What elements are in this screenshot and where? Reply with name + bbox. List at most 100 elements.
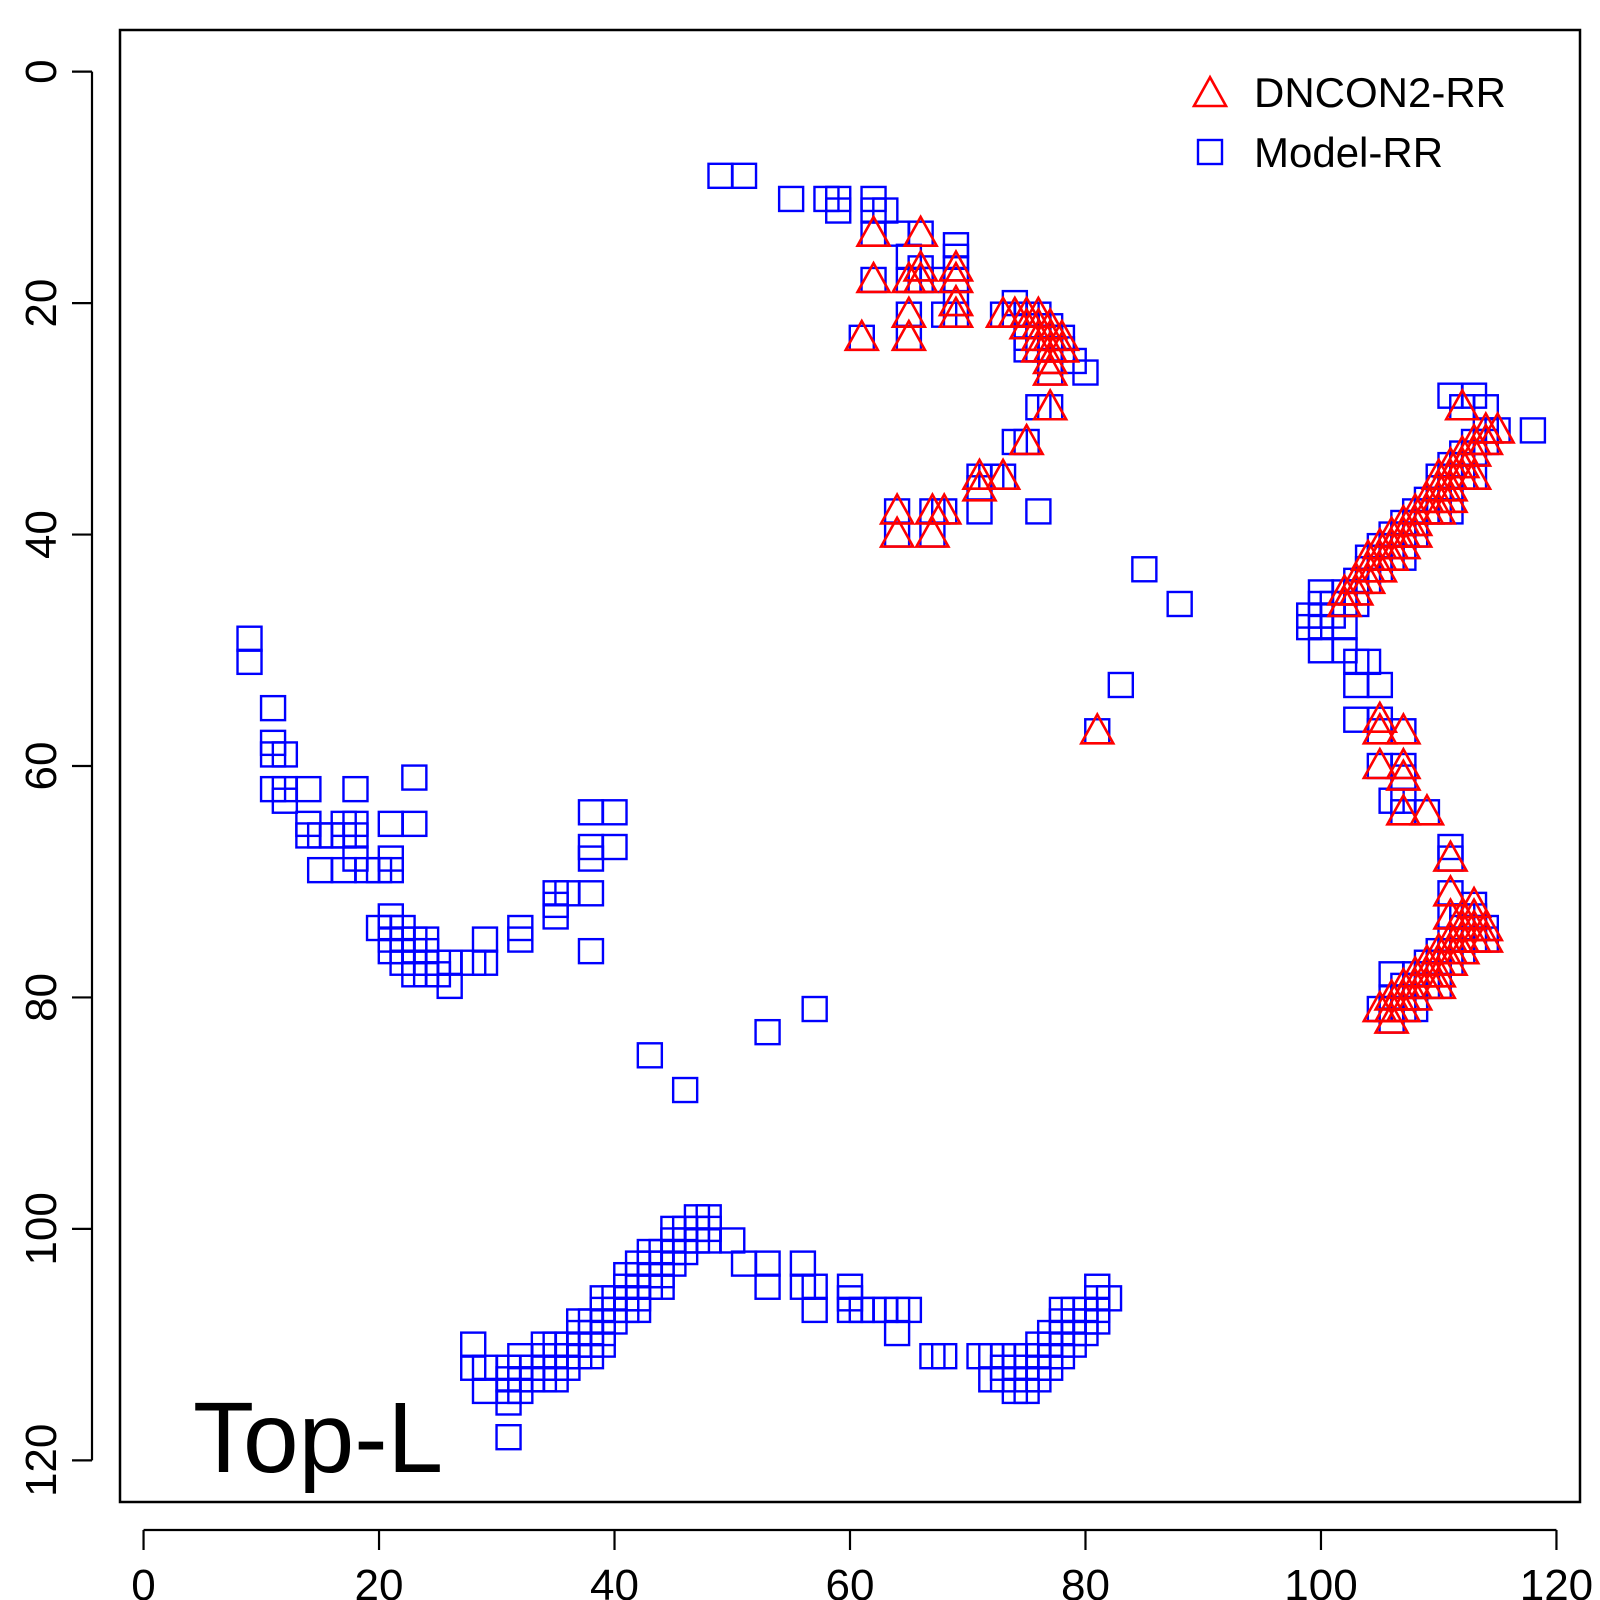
data-point-triangle bbox=[1079, 711, 1116, 745]
data-point-square bbox=[930, 1342, 958, 1370]
y-tick-label: 80 bbox=[17, 973, 66, 1022]
plot-frame bbox=[118, 28, 1582, 1504]
data-point-triangle bbox=[1420, 954, 1457, 988]
data-point-square bbox=[1072, 359, 1099, 386]
data-point-triangle bbox=[1349, 561, 1387, 595]
data-point-square bbox=[377, 856, 405, 884]
data-point-triangle bbox=[1031, 341, 1069, 375]
plot-annotation: Top-L bbox=[193, 1382, 443, 1494]
data-point-triangle bbox=[878, 515, 916, 548]
x-tick-label: 60 bbox=[826, 1561, 875, 1600]
data-point-triangle bbox=[1385, 758, 1422, 791]
data-point-triangle bbox=[1444, 931, 1481, 965]
data-point-triangle bbox=[890, 295, 928, 328]
data-point-triangle bbox=[1031, 306, 1069, 340]
data-point-square bbox=[801, 995, 828, 1023]
x-tick-label: 120 bbox=[1520, 1561, 1593, 1600]
data-marks bbox=[236, 162, 1547, 1451]
data-point-square bbox=[1519, 417, 1547, 444]
data-point-triangle bbox=[1361, 711, 1399, 745]
data-point-triangle bbox=[1467, 920, 1505, 953]
data-point-triangle bbox=[937, 283, 975, 317]
data-point-square bbox=[507, 926, 534, 953]
data-point-triangle bbox=[902, 248, 939, 282]
x-tick-label: 80 bbox=[1061, 1561, 1110, 1600]
data-point-triangle bbox=[1385, 989, 1422, 1023]
data-point-square bbox=[259, 741, 287, 768]
y-tick-label: 60 bbox=[17, 742, 66, 791]
y-tick-label: 120 bbox=[17, 1424, 66, 1497]
data-point-triangle bbox=[1420, 491, 1457, 525]
data-point-triangle bbox=[890, 318, 928, 352]
data-point-triangle bbox=[902, 214, 939, 247]
data-point-square bbox=[825, 197, 852, 224]
data-point-triangle bbox=[1338, 572, 1375, 606]
data-point-square bbox=[236, 648, 263, 676]
data-point-triangle bbox=[1373, 1001, 1410, 1034]
x-tick-label: 100 bbox=[1284, 1561, 1357, 1600]
legend-symbol-square bbox=[1196, 138, 1224, 166]
data-point-triangle bbox=[1031, 387, 1069, 421]
legend-label: DNCON2-RR bbox=[1254, 69, 1506, 116]
data-point-triangle bbox=[1444, 387, 1481, 421]
data-point-square bbox=[577, 880, 605, 907]
data-point-triangle bbox=[1385, 746, 1422, 780]
data-point-triangle bbox=[1432, 480, 1469, 514]
data-point-triangle bbox=[878, 491, 916, 525]
data-point-triangle bbox=[1455, 885, 1493, 919]
data-point-triangle bbox=[1008, 422, 1045, 456]
data-point-triangle bbox=[937, 260, 975, 294]
x-axis: 0 20 40 60 80 100 120 bbox=[131, 1528, 1593, 1600]
data-point-triangle bbox=[1408, 792, 1446, 826]
data-point-triangle bbox=[937, 248, 975, 282]
data-point-triangle bbox=[1043, 318, 1081, 352]
data-point-square bbox=[495, 1423, 522, 1451]
data-point-square bbox=[342, 775, 369, 803]
data-point-square bbox=[401, 764, 428, 791]
data-point-square bbox=[801, 1296, 828, 1324]
data-point-square bbox=[471, 949, 499, 976]
y-axis: 0 20 40 60 80 100 120 bbox=[17, 59, 94, 1497]
y-tick-label: 0 bbox=[17, 59, 66, 83]
data-point-triangle bbox=[1467, 908, 1505, 942]
data-point-square bbox=[601, 799, 628, 826]
legend-item: Model-RR bbox=[1196, 129, 1443, 176]
legend-symbol-triangle bbox=[1191, 74, 1229, 108]
data-point-square bbox=[436, 972, 463, 1000]
data-point-square bbox=[1166, 590, 1193, 618]
data-point-square bbox=[1025, 498, 1052, 525]
data-point-triangle bbox=[925, 491, 963, 525]
data-point-square bbox=[577, 937, 605, 965]
data-point-triangle bbox=[855, 214, 892, 247]
data-point-triangle bbox=[1455, 457, 1493, 490]
data-point-square bbox=[730, 162, 758, 190]
data-point-triangle bbox=[1444, 445, 1481, 479]
data-point-triangle bbox=[961, 457, 998, 490]
data-point-triangle bbox=[855, 260, 892, 294]
data-point-triangle bbox=[984, 457, 1022, 490]
data-point-square bbox=[895, 1296, 923, 1324]
data-point-square bbox=[295, 775, 322, 803]
data-point-triangle bbox=[1420, 966, 1457, 1000]
data-point-triangle bbox=[902, 260, 939, 294]
data-point-triangle bbox=[1396, 515, 1434, 548]
data-point-triangle bbox=[1361, 700, 1399, 734]
data-point-triangle bbox=[1396, 503, 1434, 537]
data-point-triangle bbox=[1432, 943, 1469, 977]
data-point-square bbox=[601, 833, 628, 861]
data-point-square bbox=[401, 810, 428, 838]
data-point-triangle bbox=[1467, 422, 1505, 456]
data-point-square bbox=[1095, 1285, 1123, 1312]
data-point-triangle bbox=[1396, 977, 1434, 1011]
legend-item: DNCON2-RR bbox=[1191, 69, 1506, 116]
y-tick-label: 100 bbox=[17, 1192, 66, 1265]
x-tick-label: 20 bbox=[355, 1561, 404, 1600]
data-point-triangle bbox=[1361, 549, 1399, 583]
x-tick-label: 0 bbox=[131, 1561, 155, 1600]
y-tick-label: 40 bbox=[17, 510, 66, 559]
data-point-triangle bbox=[1031, 353, 1069, 386]
data-point-triangle bbox=[1385, 792, 1422, 826]
data-point-square bbox=[777, 185, 805, 213]
